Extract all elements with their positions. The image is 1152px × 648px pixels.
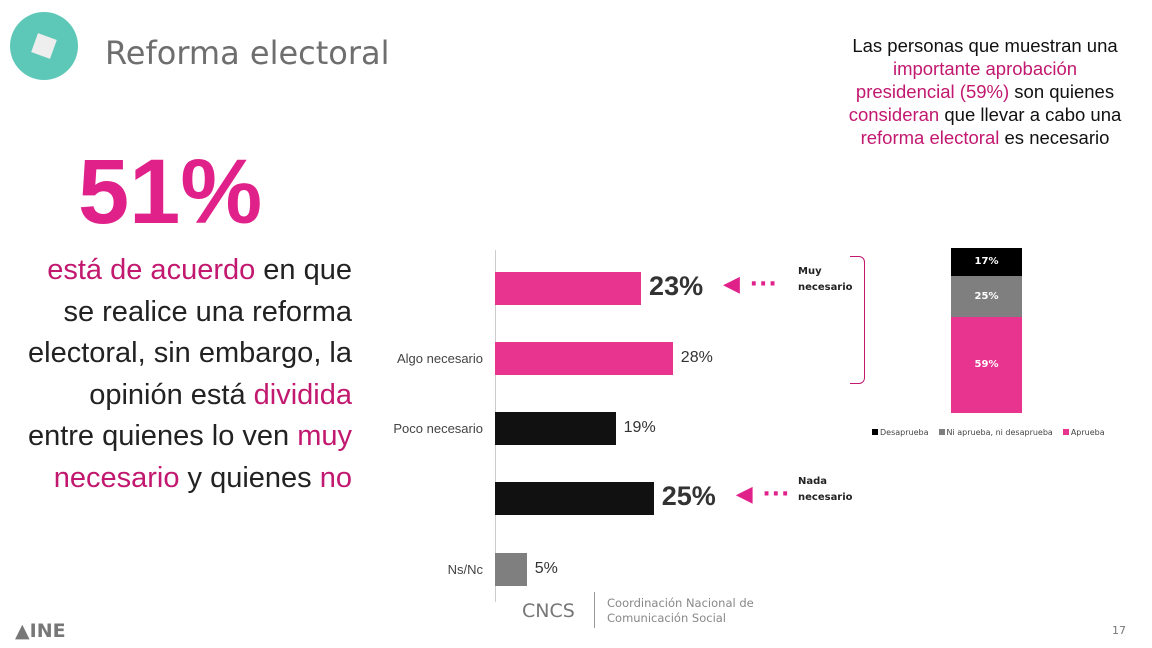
bar — [495, 482, 654, 515]
stack-segment: 25% — [951, 275, 1022, 317]
text-fragment: no — [319, 461, 352, 494]
category-label: Algo necesario — [397, 351, 483, 366]
text-fragment: importante aprobación presidencial — [855, 58, 1078, 102]
text-fragment: Las personas que muestran una — [852, 35, 1118, 56]
category-label: Poco necesario — [393, 421, 483, 436]
footer-divider — [594, 592, 595, 628]
ballot-box-icon — [10, 12, 78, 80]
text-fragment: son quienes — [1009, 81, 1115, 102]
legend-item: Desaprueba — [872, 428, 929, 437]
text-fragment: dividida — [253, 378, 352, 411]
text-fragment: y quienes — [179, 461, 320, 494]
legend-item: Aprueba — [1063, 428, 1105, 437]
value-label: 19% — [623, 419, 656, 436]
side-note: Las personas que muestran una importante… — [845, 34, 1125, 149]
page-title: Reforma electoral — [105, 34, 390, 72]
stacked-bar: 17% 25% 59% — [951, 248, 1022, 413]
value-label: 5% — [534, 560, 558, 577]
text-fragment: está de acuerdo — [47, 254, 256, 286]
headline-text: está de acuerdo en que se realice una re… — [20, 250, 352, 499]
legend-item: Ni aprueba, ni desaprueba — [939, 428, 1053, 437]
bar — [495, 272, 642, 305]
bar — [495, 412, 616, 445]
text-fragment: en que se realice una reforma electoral,… — [28, 254, 352, 411]
text-fragment: que llevar a cabo una — [939, 104, 1122, 125]
text-fragment: es necesario — [999, 127, 1110, 148]
cncs-label: CNCS — [522, 600, 575, 622]
headline-percent: 51% — [78, 141, 263, 243]
value-label: 28% — [680, 349, 713, 366]
stack-segment: 59% — [951, 316, 1022, 413]
bar — [495, 342, 673, 375]
text-fragment: entre quienes lo ven — [27, 420, 298, 452]
category-label: Ns/Nc — [447, 562, 483, 577]
value-label: 23% — [649, 271, 704, 301]
value-label: 25% — [661, 481, 716, 511]
stack-segment: 17% — [951, 248, 1022, 276]
text-fragment: (59%) — [954, 81, 1010, 102]
annotation: Nada necesario — [798, 476, 853, 503]
annotation: Muy necesario — [798, 266, 853, 293]
bracket — [850, 256, 865, 384]
text-fragment: reforma electoral — [860, 127, 1000, 148]
text-fragment: consideran — [848, 104, 940, 125]
arrow-left-icon: ◀ ··· — [723, 272, 778, 297]
stacked-legend: Desaprueba Ni aprueba, ni desaprueba Aprue… — [872, 428, 1105, 437]
org-name: Coordinación Nacional de Comunicación So… — [607, 596, 754, 625]
text-fragment: muy necesario — [53, 420, 352, 494]
ine-logo: ▲INE — [15, 620, 66, 642]
arrow-left-icon: ◀ ··· — [735, 482, 791, 507]
page-number: 17 — [1112, 624, 1126, 637]
bar — [495, 553, 527, 586]
